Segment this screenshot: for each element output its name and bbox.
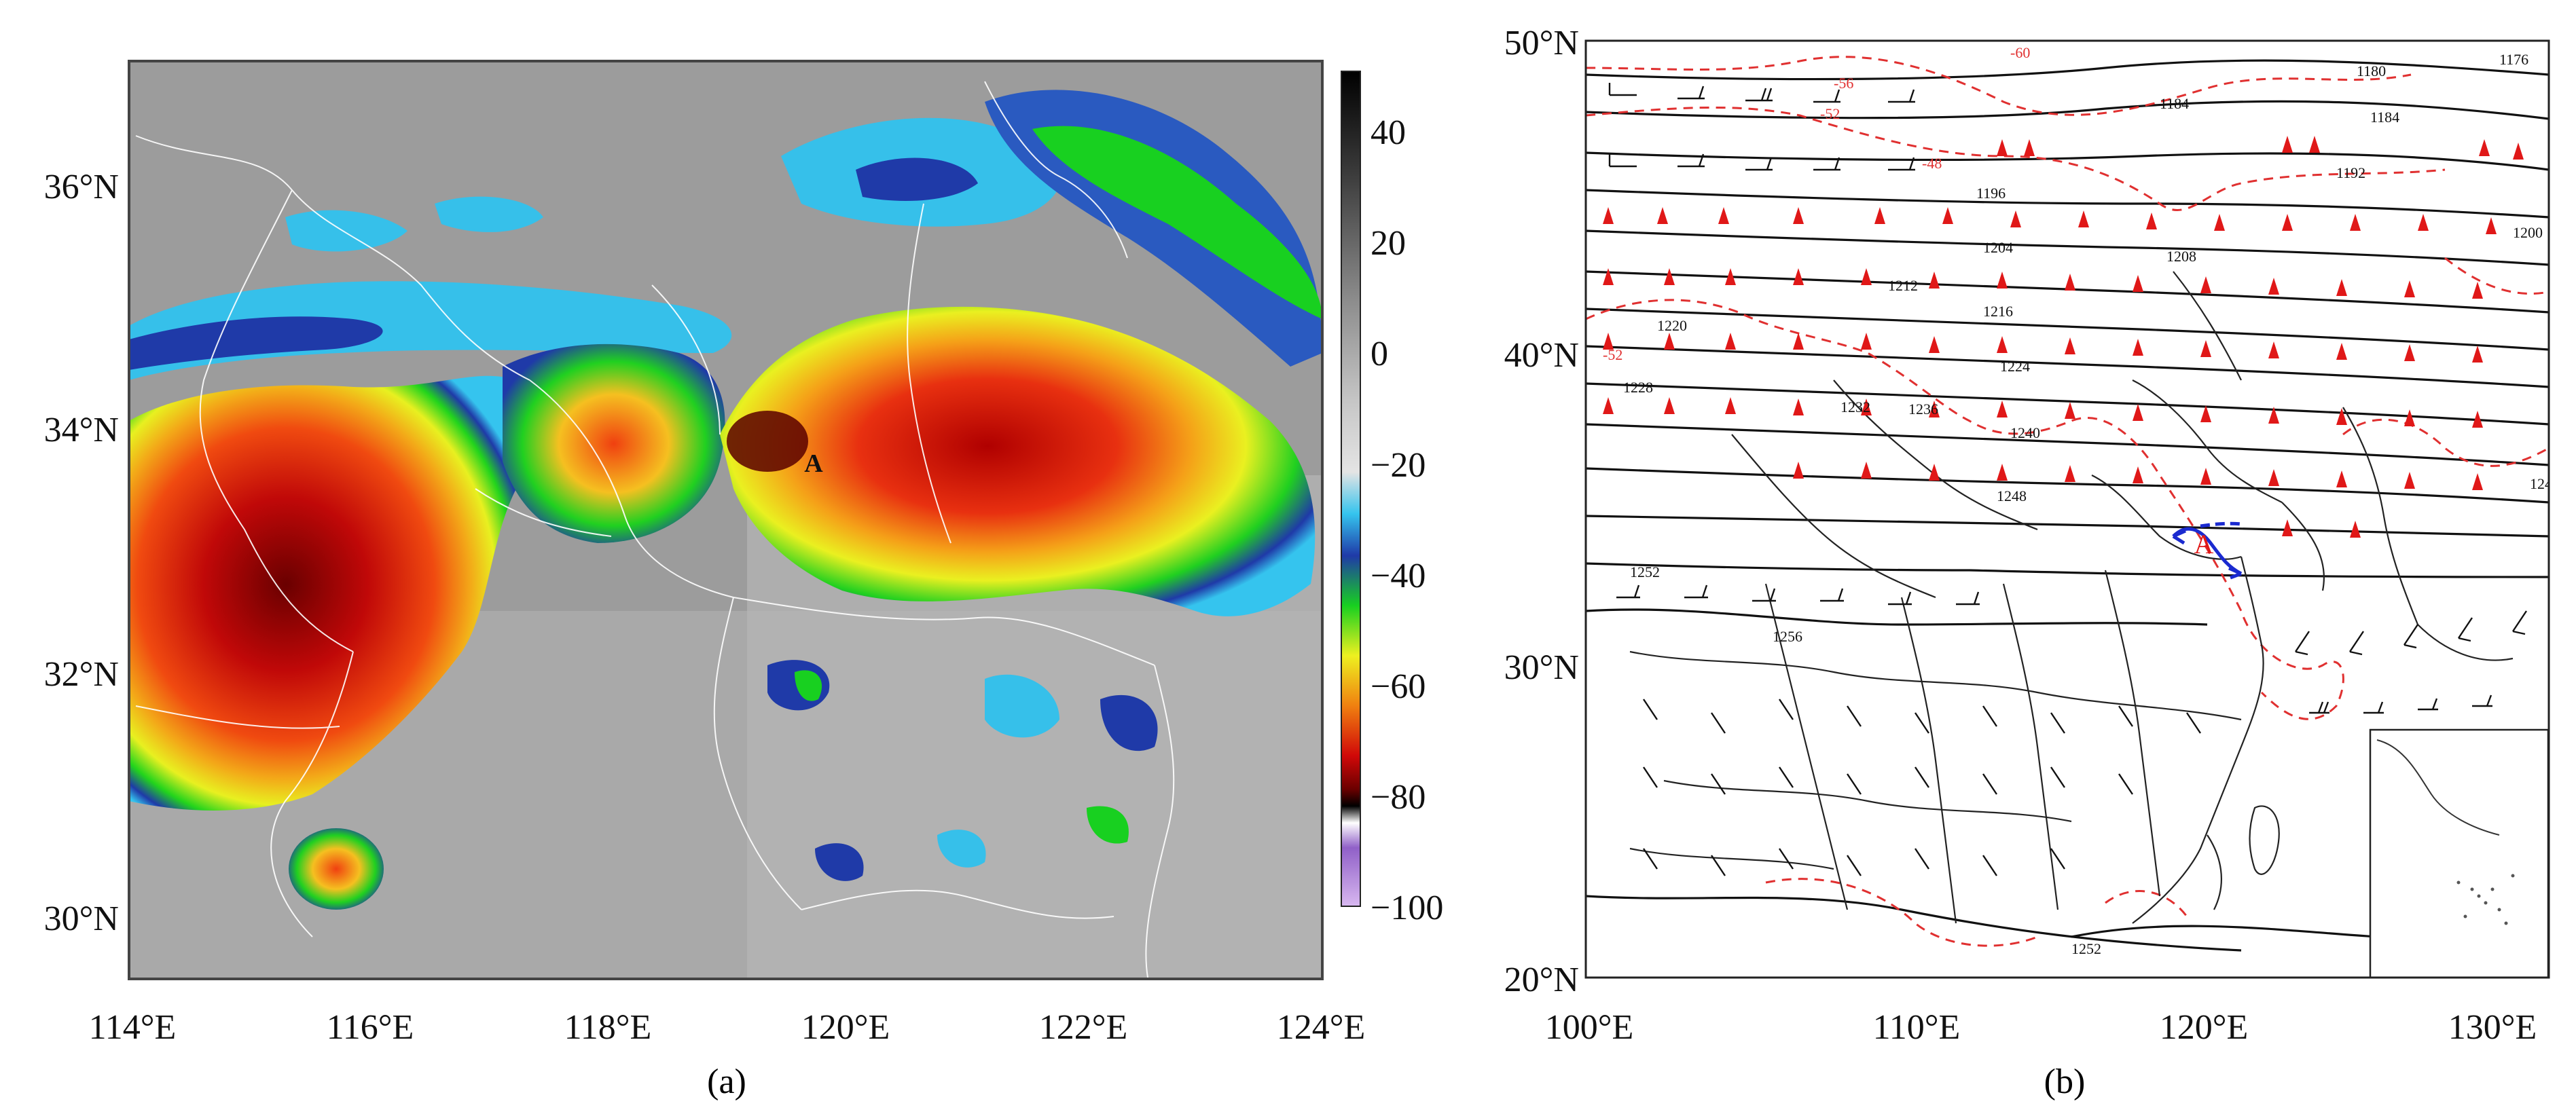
temperature-contours <box>1586 56 2549 947</box>
satellite-image <box>129 61 1322 979</box>
contour-label: 1212 <box>1888 277 1918 294</box>
inset-map <box>2369 728 2549 978</box>
contour-label: 1180 <box>2357 62 2386 79</box>
wind-barbs <box>1608 83 2527 876</box>
colorbar-tick: 20 <box>1371 224 1406 263</box>
convective-cloud-west <box>129 375 542 811</box>
colorbar-tick: −100 <box>1371 889 1443 927</box>
lat-tick: 30°N <box>44 899 119 938</box>
cloud-cell <box>1087 806 1129 844</box>
lon-tick: 130°E <box>2448 1008 2537 1047</box>
height-contours <box>1586 59 2549 952</box>
cloud-cell <box>937 830 986 868</box>
coastline-and-borders <box>1629 271 2514 924</box>
lon-tick: 120°E <box>801 1008 890 1047</box>
cloud-patch <box>856 157 978 201</box>
panel-a-lat-axis: 30°N 32°N 34°N 36°N <box>44 168 119 938</box>
lat-tick: 40°N <box>1504 336 1579 375</box>
lon-tick: 110°E <box>1873 1008 1961 1047</box>
wind-barbs-strong <box>1603 136 2524 538</box>
lon-tick: 114°E <box>89 1008 177 1047</box>
height-contour-labels: 1176 1180 1184 1184 1192 1196 1200 1204 … <box>1623 51 2560 957</box>
colorbar: 40 20 0 −20 −40 −60 −80 −100 <box>1341 71 1443 927</box>
contour-label: 1204 <box>1983 239 2013 256</box>
marker-a-label: A <box>804 449 823 478</box>
contour-label: 1208 <box>2166 248 2196 265</box>
contour-label: 1224 <box>2000 358 2030 375</box>
contour-label: 1196 <box>1976 185 2006 202</box>
panel-a: A 30°N 32°N 34°N 36°N 114°E 116°E 118°E … <box>44 60 1443 1101</box>
convective-cloud-south <box>289 828 384 910</box>
lon-tick: 122°E <box>1039 1008 1128 1047</box>
convective-cloud-central <box>503 344 725 543</box>
contour-label: 1252 <box>2071 940 2101 957</box>
cloud-patch <box>435 196 543 232</box>
lon-tick: 120°E <box>2160 1008 2249 1047</box>
lat-tick: 36°N <box>44 168 119 206</box>
panel-a-frame <box>128 60 1324 980</box>
lat-tick: 32°N <box>44 655 119 694</box>
contour-label: 1184 <box>2370 109 2399 126</box>
temp-label: -56 <box>1834 75 1853 92</box>
lon-tick: 100°E <box>1545 1008 1634 1047</box>
lon-tick: 124°E <box>1277 1008 1366 1047</box>
colorbar-tick: −20 <box>1371 446 1426 485</box>
trough-line <box>2172 521 2243 580</box>
cloud-band-north-core <box>129 316 383 370</box>
lon-tick: 116°E <box>327 1008 414 1047</box>
cloud-cell <box>985 674 1059 738</box>
panel-a-caption: (a) <box>707 1062 746 1101</box>
marker-a-label: A <box>2194 529 2214 559</box>
panel-b-lat-axis: 20°N 30°N 40°N 50°N <box>1504 24 1579 999</box>
taiwan-outline <box>2249 805 2280 875</box>
contour-label: 1220 <box>1657 317 1687 334</box>
contour-label: 1216 <box>1983 303 2013 320</box>
panel-b-lon-axis: 100°E 110°E 120°E 130°E <box>1545 1008 2537 1047</box>
contour-label: 1244 <box>2530 475 2560 492</box>
lat-tick: 34°N <box>44 411 119 449</box>
cloud-band-north <box>129 281 732 380</box>
lat-tick: 30°N <box>1504 648 1579 687</box>
lon-tick: 118°E <box>564 1008 652 1047</box>
province-boundaries <box>135 81 1175 978</box>
panel-a-lon-axis: 114°E 116°E 118°E 120°E 122°E 124°E <box>89 1008 1366 1047</box>
colorbar-tick: −60 <box>1371 667 1426 706</box>
lat-tick: 50°N <box>1504 24 1579 62</box>
contour-label: 1184 <box>2160 95 2189 112</box>
colorbar-tick: 40 <box>1371 113 1406 152</box>
contour-label: 1256 <box>1773 628 1802 645</box>
cloud-band-northeast-core <box>1032 126 1322 319</box>
convective-cloud-east <box>720 306 1316 616</box>
panel-b: A 1176 1180 1184 1184 1192 1196 1200 120… <box>1504 24 2560 1101</box>
colorbar-tick: −80 <box>1371 778 1426 817</box>
temp-label: -48 <box>1922 155 1942 172</box>
panel-b-caption: (b) <box>2044 1062 2086 1101</box>
contour-label: 1232 <box>1840 398 1870 415</box>
contour-label: 1192 <box>2336 164 2365 181</box>
colorbar-ticks: 40 20 0 −20 −40 −60 −80 −100 <box>1371 113 1443 927</box>
contour-label: 1252 <box>1630 563 1660 580</box>
contour-label: 1248 <box>1997 487 2027 504</box>
colorbar-scale <box>1341 71 1361 907</box>
contour-label: 1228 <box>1623 379 1653 396</box>
panel-b-frame <box>1584 39 2550 979</box>
temp-label: -52 <box>1820 105 1840 122</box>
cloud-cell <box>795 670 822 701</box>
temp-label: -60 <box>2010 44 2030 61</box>
contour-label: 1200 <box>2513 224 2543 241</box>
colorbar-tick: −40 <box>1371 557 1426 595</box>
cloud-cell <box>1100 694 1158 751</box>
contour-label: 1176 <box>2499 51 2528 68</box>
lat-tick: 20°N <box>1504 961 1579 999</box>
cloud-cell <box>815 843 864 881</box>
contour-label: 1236 <box>1908 401 1938 417</box>
temperature-contour-labels: -60 -56 -52 -52 -48 <box>1603 44 2030 363</box>
colorbar-tick: 0 <box>1371 335 1388 373</box>
temp-label: -52 <box>1603 346 1622 363</box>
cloud-patch <box>285 210 407 252</box>
contour-label: 1240 <box>2010 424 2040 441</box>
